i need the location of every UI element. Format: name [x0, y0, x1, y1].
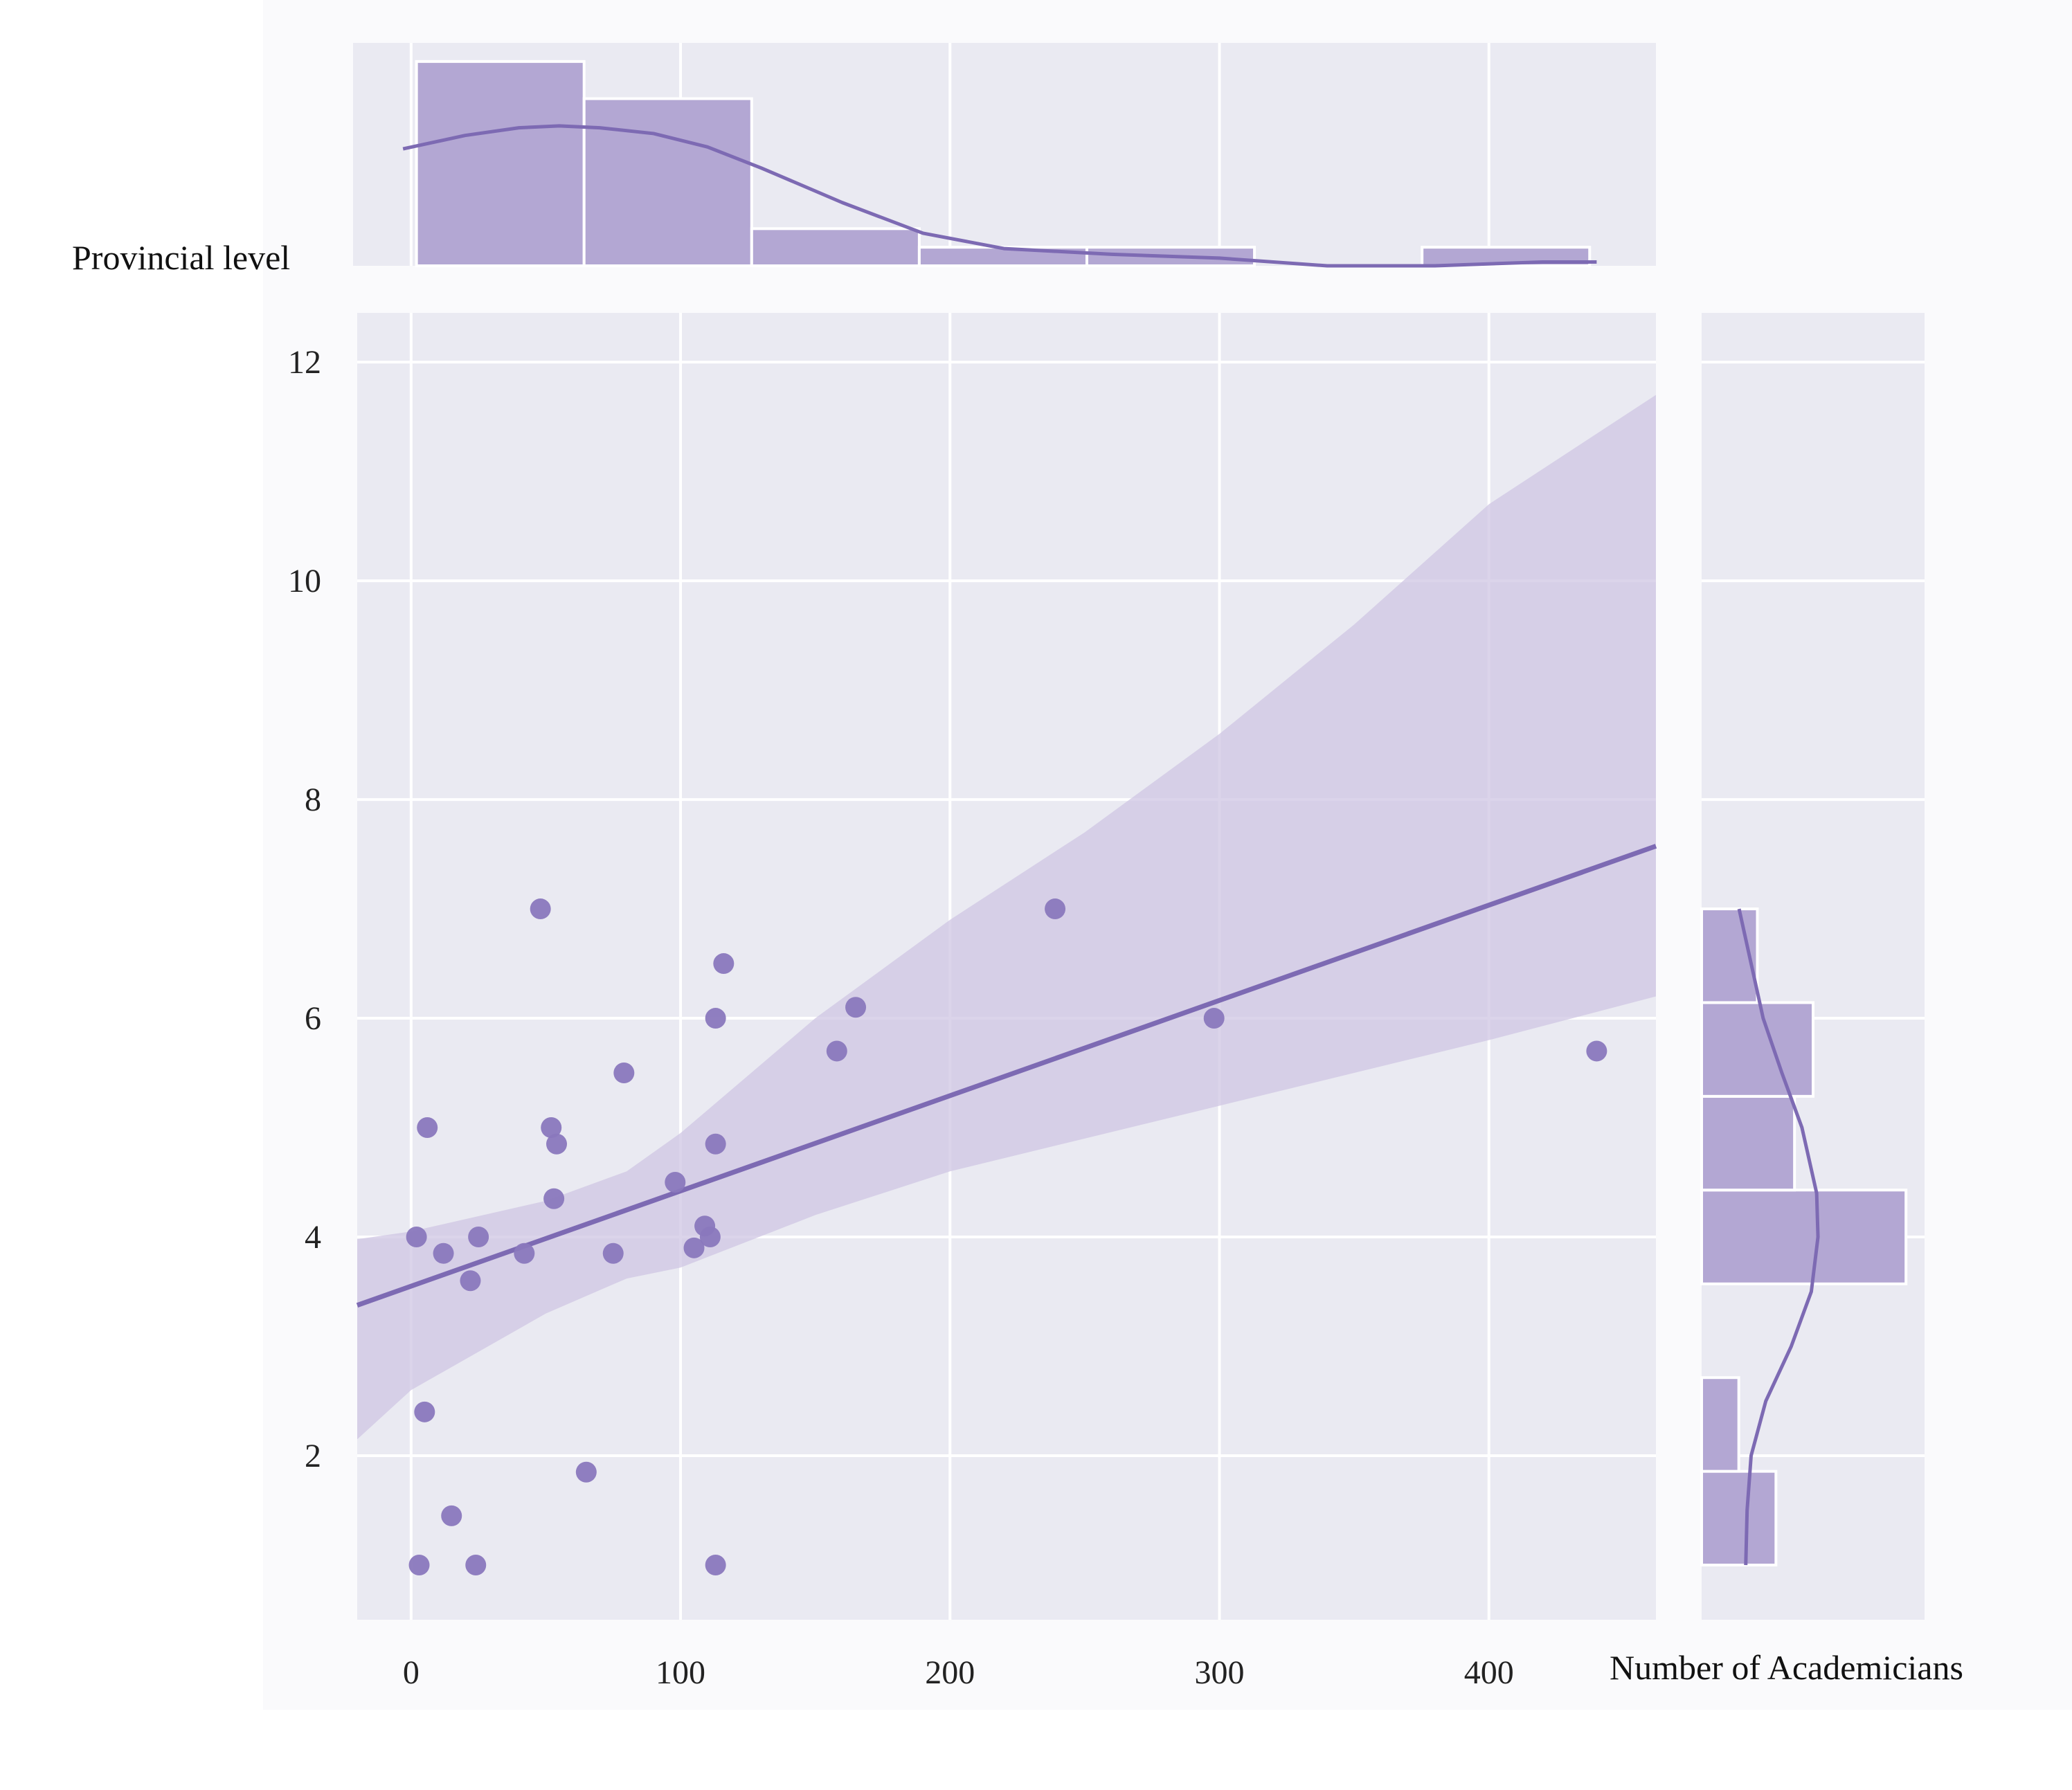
top-histogram-bar [750, 227, 921, 268]
scatter-point [465, 1555, 487, 1576]
scatter-points [406, 898, 1607, 1576]
top-histogram-bar [582, 97, 753, 267]
right-histogram-bar [1700, 1376, 1740, 1473]
scatter-point [433, 1242, 454, 1264]
right-histogram-bar [1700, 1470, 1778, 1567]
scatter-point [613, 1063, 635, 1084]
y-axis-title: Provincial level [72, 238, 290, 277]
scatter-point [699, 1227, 721, 1248]
y-tick-label: 2 [305, 1438, 321, 1474]
scatter-point [530, 898, 551, 920]
y-tick-label: 4 [305, 1219, 321, 1256]
scatter-point [408, 1555, 430, 1576]
scatter-point [683, 1237, 705, 1258]
scatter-point [460, 1270, 481, 1292]
right-kde-curve [1737, 908, 1820, 1566]
axis-titles: Number of Academicians Provincial level [72, 238, 1963, 1687]
right-histogram-bar [1700, 1188, 1908, 1285]
scatter-point [406, 1227, 427, 1248]
scatter-point [713, 953, 735, 975]
scatter-point [705, 1008, 726, 1029]
scatter-point [705, 1133, 726, 1155]
top-histogram-bar [415, 60, 586, 267]
scatter-point [1045, 898, 1066, 920]
scatter-point [602, 1242, 624, 1264]
scatter-point [541, 1117, 562, 1139]
right-histogram-bar [1700, 1094, 1796, 1192]
x-tick-label: 200 [925, 1654, 975, 1691]
scatter-point [1203, 1008, 1225, 1029]
x-tick-label: 0 [403, 1654, 420, 1691]
y-tick-label: 10 [288, 563, 321, 599]
scatter-point [441, 1505, 462, 1526]
right-histogram-bar [1700, 1001, 1814, 1098]
scatter-point [514, 1242, 535, 1264]
scatter-point [665, 1172, 686, 1193]
y-tick-label: 6 [305, 1000, 321, 1037]
scatter-point [845, 997, 867, 1018]
regression-line-layer [356, 844, 1657, 1308]
scatter-point [705, 1555, 726, 1576]
scatter-point [1586, 1040, 1607, 1062]
regression-line [356, 844, 1657, 1308]
top-kde-curve [402, 124, 1597, 268]
scatter-point [543, 1188, 565, 1209]
scatter-point [417, 1117, 438, 1139]
x-tick-label: 100 [656, 1654, 705, 1691]
scatter-point [546, 1133, 568, 1155]
scatter-point [414, 1401, 435, 1422]
scatter-point [468, 1227, 489, 1248]
x-tick-label: 400 [1464, 1654, 1514, 1691]
tick-labels: 0 100 200 300 400 2 4 6 8 10 12 [288, 344, 1514, 1691]
scatter-point [575, 1461, 597, 1483]
x-axis-title: Number of Academicians [1610, 1648, 1963, 1687]
y-tick-label: 8 [305, 781, 321, 818]
y-tick-label: 12 [288, 344, 321, 381]
scatter-point [826, 1040, 847, 1062]
right-marginal-histogram [1700, 907, 1908, 1567]
top-marginal-histogram [402, 60, 1597, 268]
x-tick-label: 300 [1194, 1654, 1244, 1691]
